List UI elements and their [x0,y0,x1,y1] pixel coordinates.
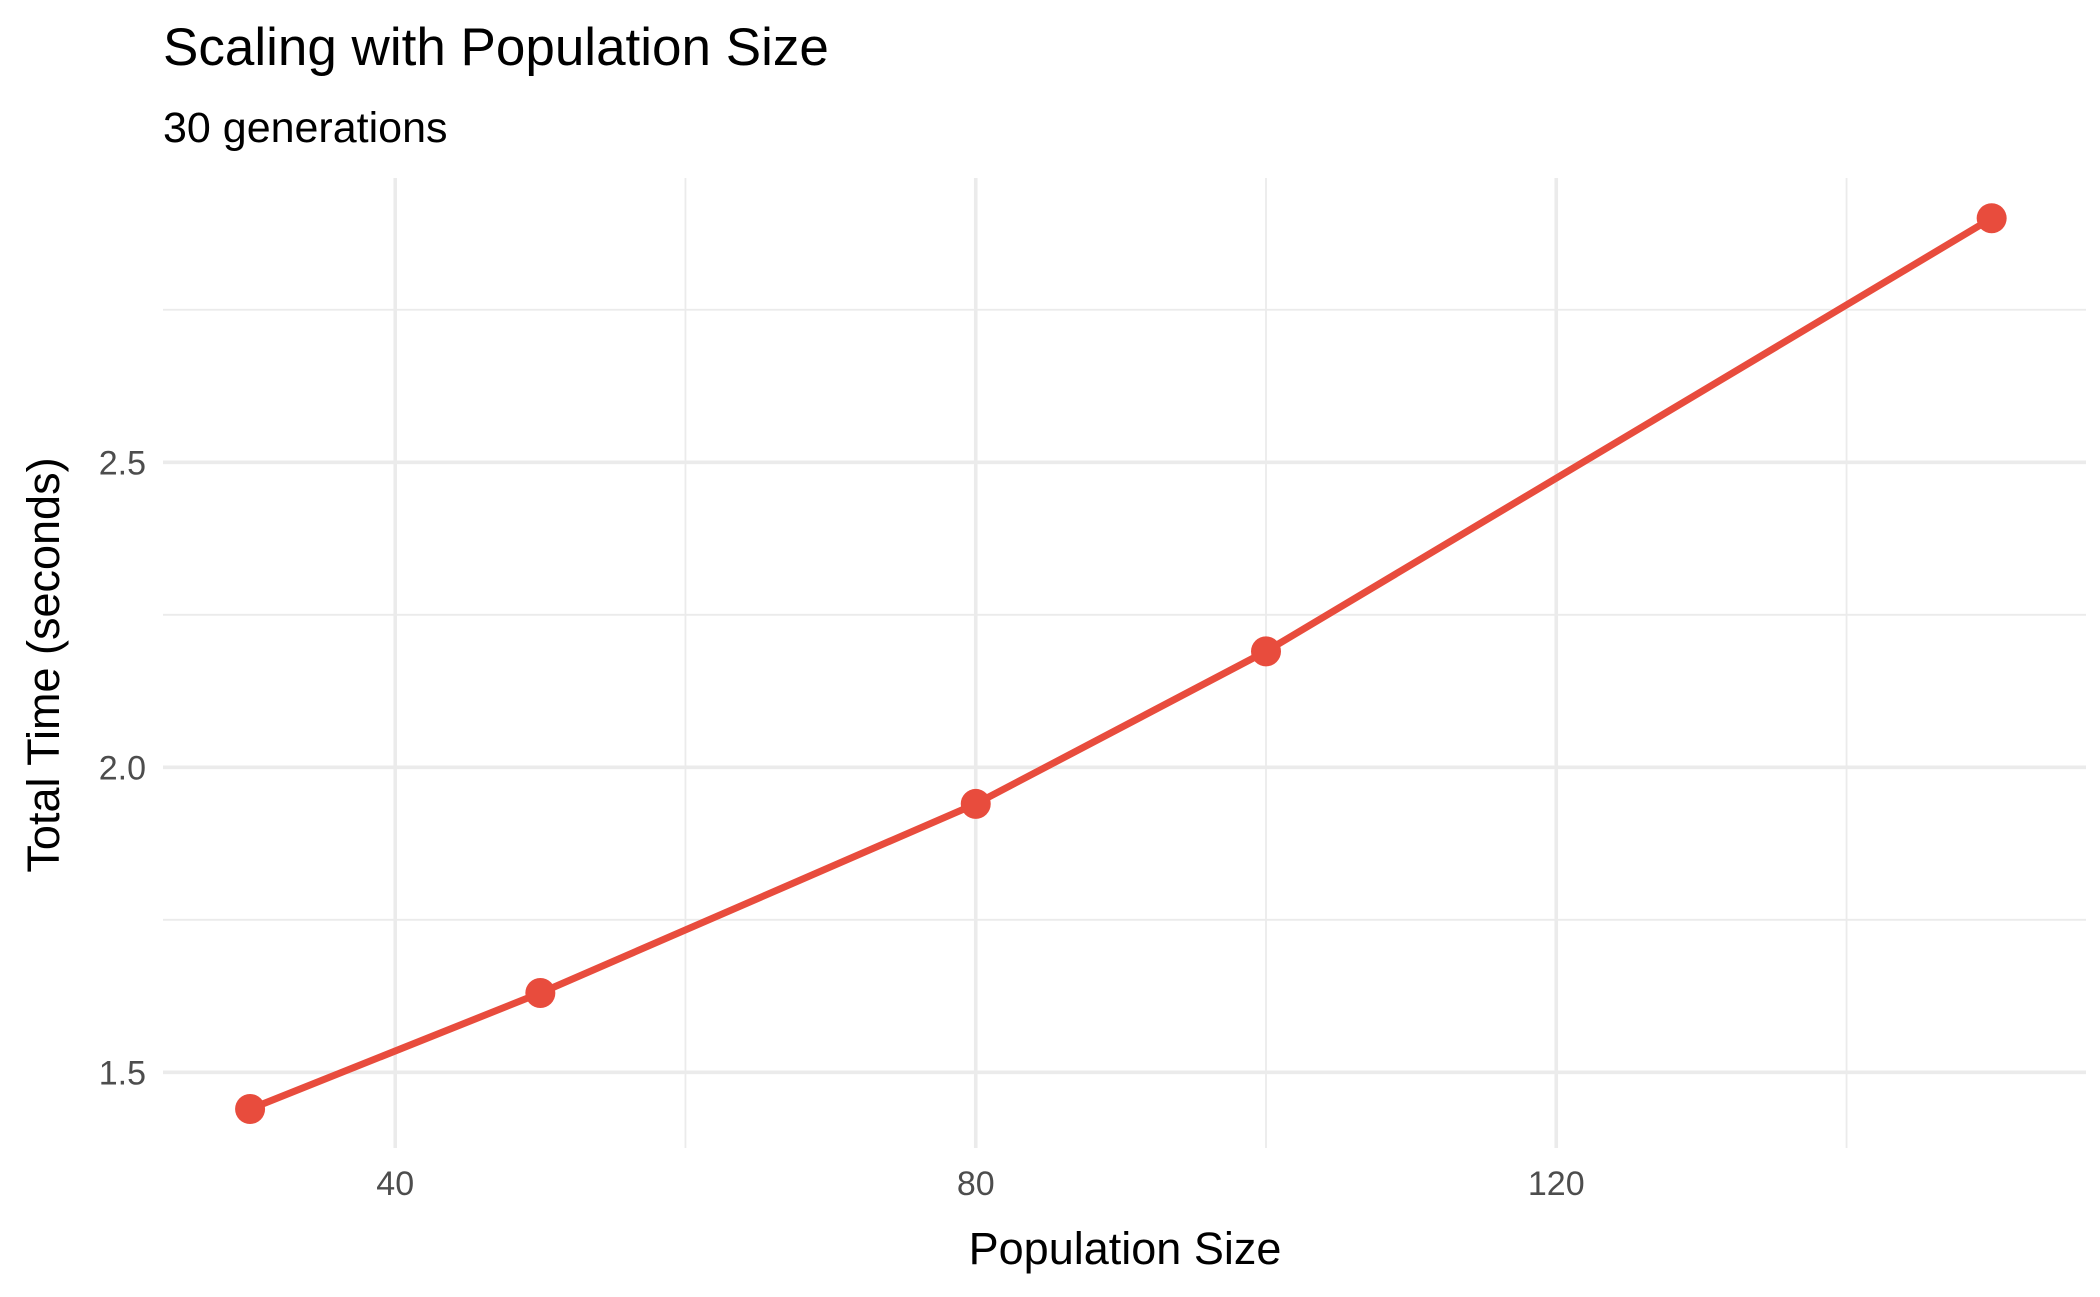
data-point-2 [960,788,991,819]
chart-subtitle: 30 generations [163,104,448,152]
x-axis-tick-labels: 40 80 120 [376,1165,1584,1203]
y-tick-label-2: 2.5 [99,444,146,482]
data-point-0 [235,1093,266,1124]
data-point-1 [525,978,556,1009]
y-tick-label-1: 2.0 [99,749,146,787]
x-tick-label-1: 80 [957,1165,995,1203]
y-tick-label-0: 1.5 [99,1054,146,1092]
minor-gridlines [163,178,2086,1148]
major-gridlines [163,178,2086,1148]
chart-title: Scaling with Population Size [163,18,829,77]
x-tick-label-0: 40 [376,1165,414,1203]
x-tick-label-2: 120 [1528,1165,1585,1203]
x-axis-title: Population Size [969,1223,1282,1274]
data-point-4 [1976,203,2007,234]
data-point-3 [1251,636,1282,667]
y-axis-tick-labels: 1.5 2.0 2.5 [99,444,146,1092]
series-group [235,203,2007,1124]
y-axis-title: Total Time (seconds) [18,457,69,872]
